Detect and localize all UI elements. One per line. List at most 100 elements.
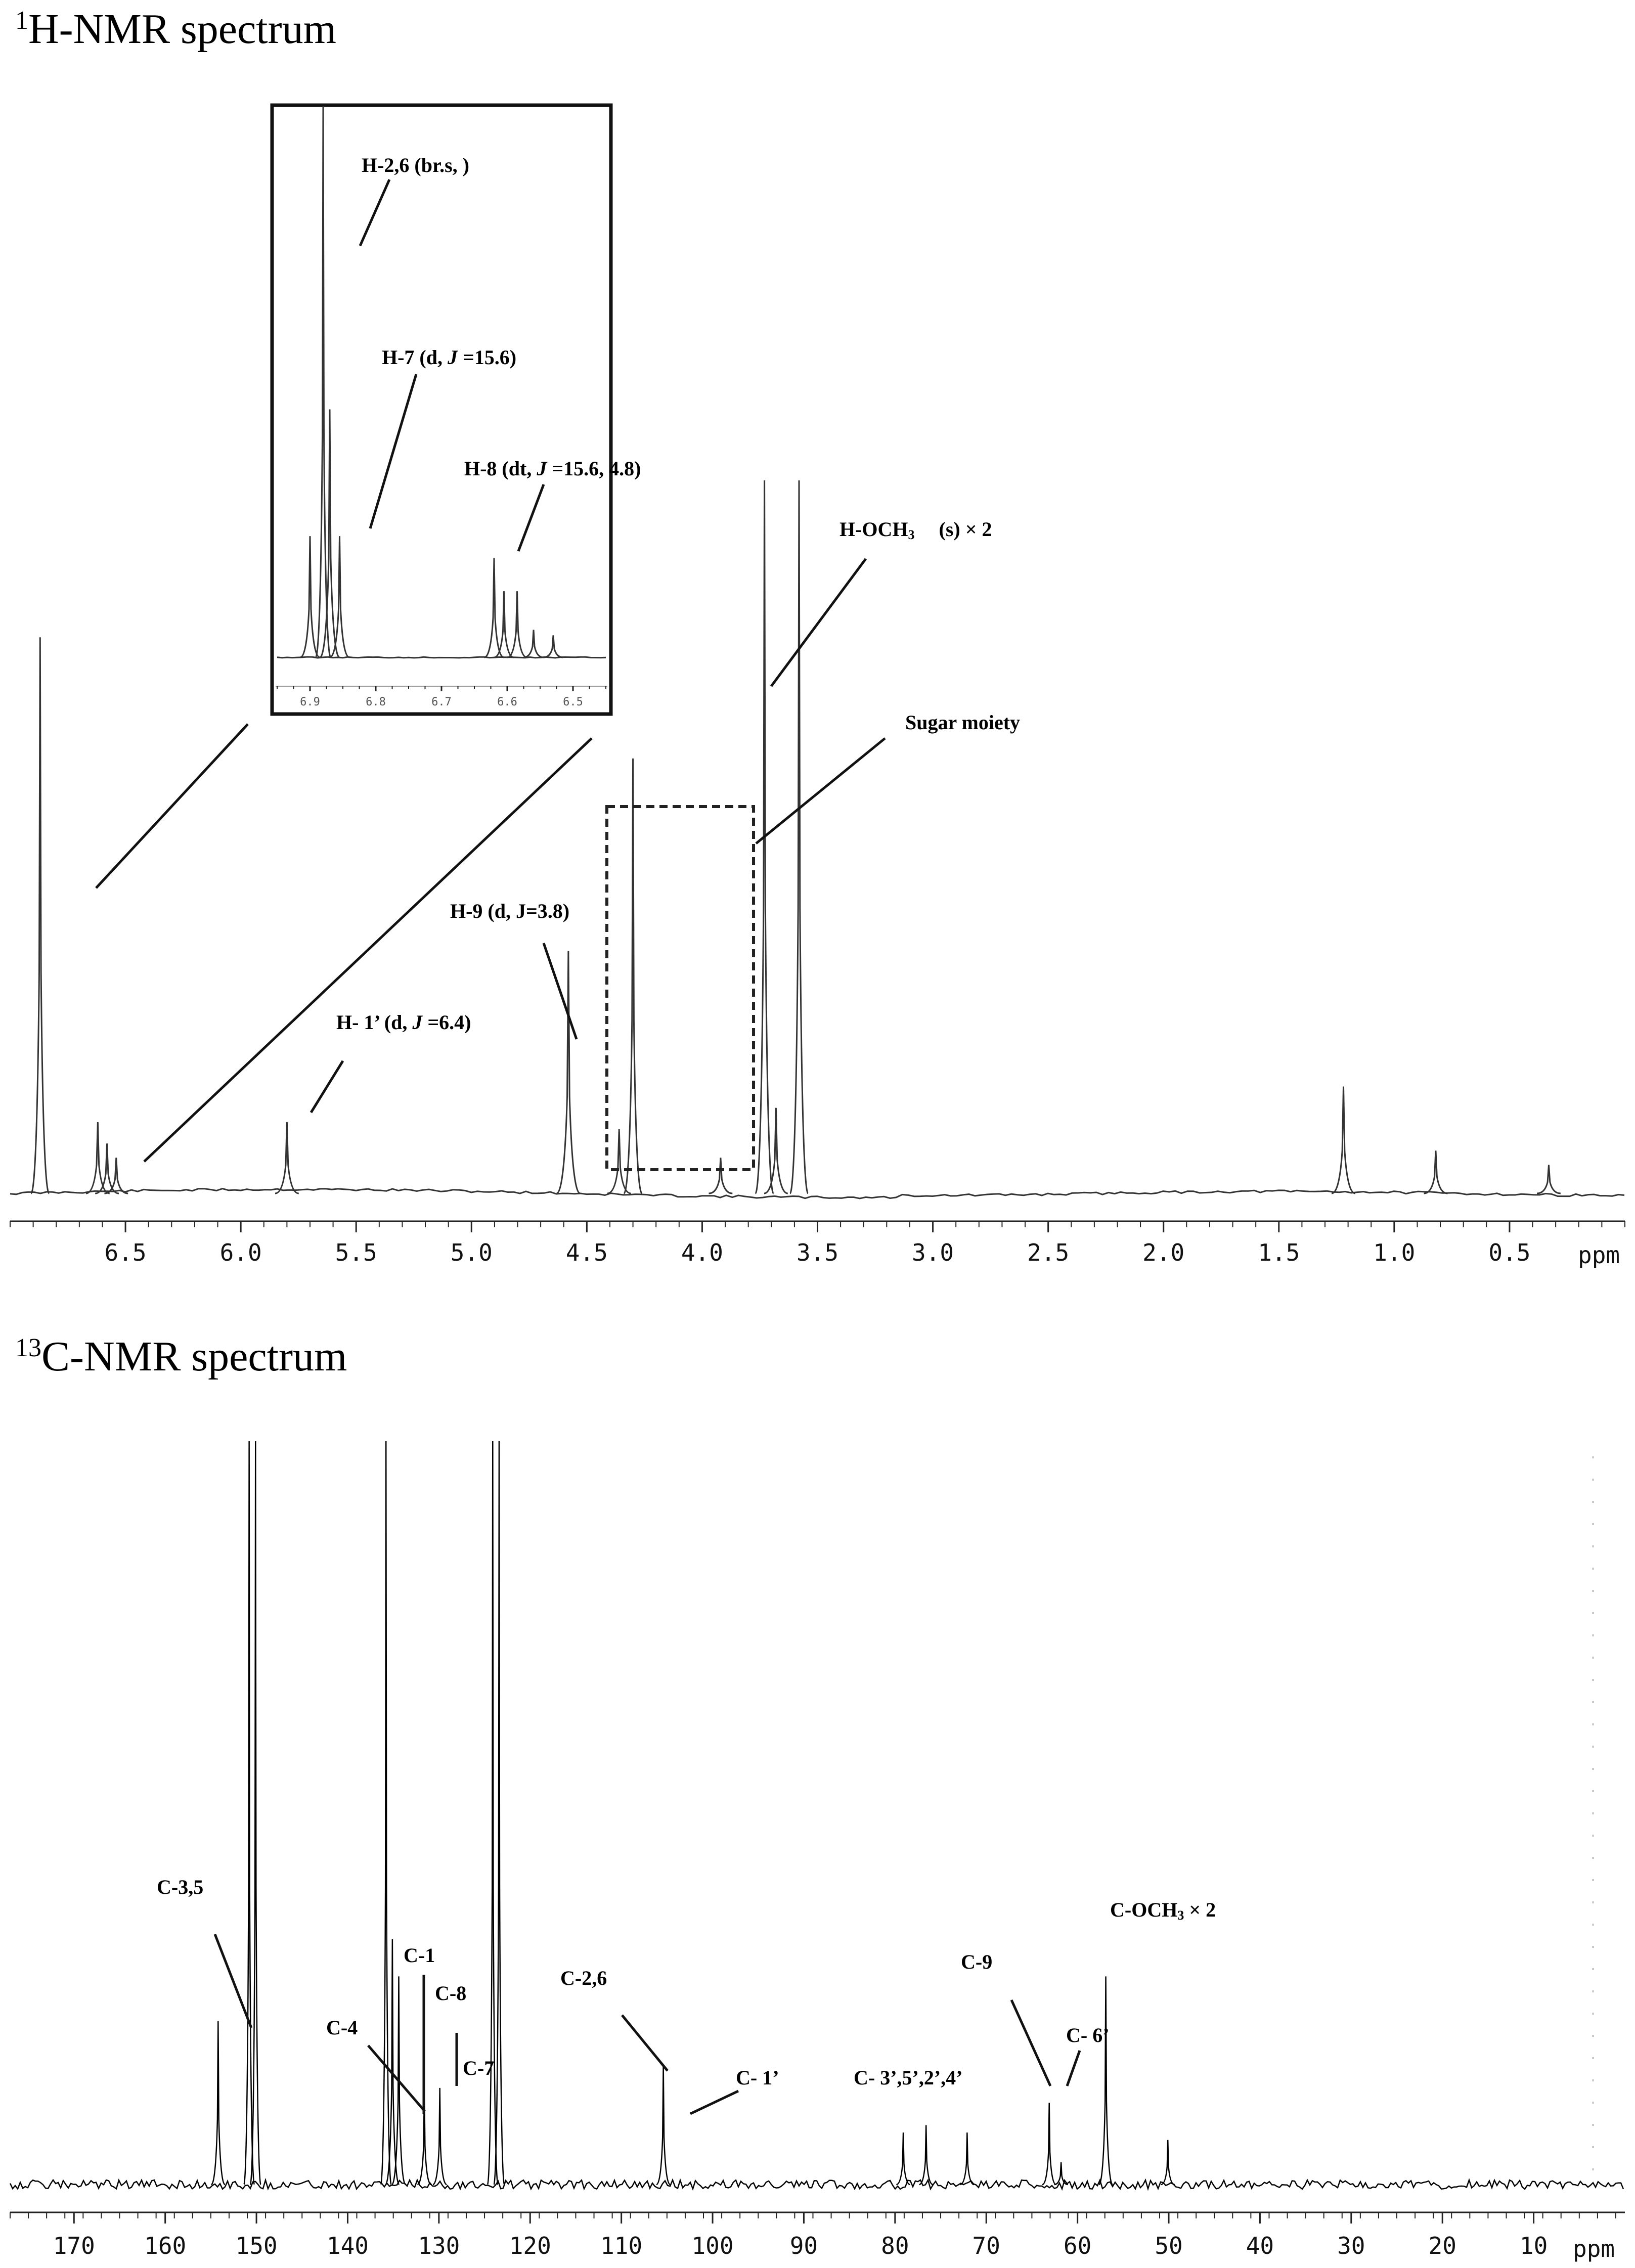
c-nmr-peak: [656, 2065, 671, 2186]
inset-tick-label: 6.7: [431, 696, 452, 708]
inset-peak: [543, 635, 563, 658]
inset-tick-label: 6.5: [563, 696, 583, 708]
c-nmr-peak: [211, 2021, 226, 2186]
c-nmr-panel: 13C-NMR spectrum 170 160 150 140 130 120 110 10…: [9, 1333, 1625, 2262]
h-nmr-tick-label: 1.5: [1258, 1239, 1300, 1266]
h-nmr-tick-label: 5.5: [335, 1239, 377, 1266]
h-nmr-peak: [1536, 1165, 1561, 1194]
c-nmr-peak: [385, 1939, 400, 2186]
inset-spectrum: [277, 106, 606, 659]
c-nmr-peak: [432, 2087, 447, 2186]
c-nmr-tick-label: 110: [600, 2232, 642, 2259]
h-nmr-peak: [607, 1129, 631, 1194]
c-nmr-peak: [919, 2125, 934, 2186]
h-nmr-tick-label: 2.5: [1027, 1239, 1069, 1266]
annotation-h-9: H-9 (d, J=3.8): [450, 900, 569, 922]
c-nmr-tick-label: 60: [1064, 2232, 1091, 2259]
c-nmr-tick-label: 50: [1155, 2232, 1182, 2259]
c-nmr-tick-label: 150: [236, 2232, 278, 2259]
inset-tick-label: 6.6: [497, 696, 517, 708]
sugar-moiety-box: [605, 805, 755, 1171]
c-nmr-tick-label: 70: [973, 2232, 1000, 2259]
inset-peak: [507, 591, 527, 658]
c-nmr-tick-label: 90: [790, 2232, 818, 2259]
c-nmr-peak: [1054, 2162, 1068, 2186]
leader-sugar-moiety: [755, 737, 886, 844]
c-nmr-x-label: ppm: [1573, 2235, 1615, 2262]
c-nmr-peak: [243, 1441, 255, 2186]
leader-h-9: [542, 943, 578, 1040]
c-nmr-tick-label: 100: [691, 2232, 733, 2259]
c-nmr-spectrum: [9, 1441, 1624, 2191]
zoom-connector-right: [143, 737, 593, 1163]
c-nmr-tick-label: 10: [1520, 2232, 1548, 2259]
h-nmr-panel: 1H-NMR spectrum 6.5 6.0 5.5 5.0 4.5 4.0 3.5 3.0…: [10, 6, 1625, 1269]
annotation-h-och3: H-OCH3 (s) × 2: [839, 518, 992, 542]
annotation-c-och3: C-OCH3 × 2: [1110, 1898, 1216, 1923]
leader-c-2-6: [621, 2014, 669, 2072]
leader-h-1prime: [310, 1060, 344, 1114]
zoom-connector-left: [95, 723, 249, 889]
c-nmr-peak: [1098, 1976, 1113, 2186]
leader-c-9: [1010, 1999, 1052, 2087]
inset-peak: [315, 106, 332, 658]
annotation-c-6prime: C- 6’: [1066, 2024, 1110, 2047]
h-nmr-peak: [275, 1122, 299, 1194]
h-nmr-tick-label: 6.0: [220, 1239, 262, 1266]
annotation-c-2-6: C-2,6: [560, 1967, 607, 1989]
c-nmr-tick-label: 80: [881, 2232, 909, 2259]
h-nmr-spectrum: [10, 480, 1625, 1199]
h-nmr-tick-label: 1.0: [1373, 1239, 1415, 1266]
c-nmr-tick-label: 160: [144, 2232, 186, 2259]
annotation-c-1prime: C- 1’: [736, 2066, 779, 2089]
inset-frame: [270, 103, 613, 716]
h-nmr-inset: 6.9 6.8 6.7 6.6 6.5 H-2,6 (br.s, ) H-7 (d, J…: [270, 103, 641, 716]
h-nmr-peak: [30, 637, 50, 1194]
annotation-c-4: C-4: [326, 2016, 358, 2039]
annotation-sugar-moiety: Sugar moiety: [905, 711, 1020, 734]
leader-h-och3: [770, 558, 867, 687]
annotation-h-8: H-8 (dt, J =15.6, 4.8): [464, 457, 641, 480]
leader-c-1prime: [689, 2089, 739, 2115]
c-nmr-peak: [1042, 2103, 1056, 2186]
annotation-c-7: C-7: [463, 2057, 494, 2079]
c-nmr-tick-label: 40: [1246, 2232, 1274, 2259]
h-nmr-peak: [789, 480, 809, 1194]
inset-tick-label: 6.8: [366, 696, 386, 708]
c-nmr-peak: [493, 1441, 505, 2186]
annotation-h-7: H-7 (d, J =15.6): [382, 346, 516, 369]
h-nmr-peak: [764, 1107, 788, 1194]
h-nmr-baseline: [10, 1187, 1625, 1199]
h-nmr-peak: [85, 1122, 110, 1194]
annotation-c-sugar: C- 3’,5’,2’,4’: [854, 2066, 963, 2089]
inset-x-ticks: 6.9 6.8 6.7 6.6 6.5: [277, 686, 606, 708]
leader-c-4: [367, 2044, 426, 2112]
h-nmr-tick-label: 4.0: [681, 1239, 723, 1266]
leader-c-6prime: [1066, 2050, 1081, 2086]
c-nmr-peak: [249, 1441, 262, 2186]
h-nmr-peak: [556, 951, 581, 1194]
c-nmr-peak: [960, 2132, 975, 2186]
inset-tick-label: 6.9: [300, 696, 320, 708]
c-nmr-peak: [896, 2132, 911, 2186]
h-nmr-peak: [104, 1158, 128, 1194]
annotation-h-2-6: H-2,6 (br.s, ): [362, 154, 469, 176]
c-nmr-peak: [380, 1441, 392, 2186]
h-nmr-tick-label: 5.0: [451, 1239, 493, 1266]
c-nmr-tick-label: 30: [1337, 2232, 1365, 2259]
c-nmr-tick-label: 170: [53, 2232, 95, 2259]
h-nmr-tick-label: 4.5: [566, 1239, 608, 1266]
h-nmr-tick-label: 0.5: [1488, 1239, 1530, 1266]
h-nmr-peak: [1331, 1086, 1356, 1194]
c-nmr-tick-label: 120: [509, 2232, 551, 2259]
h-nmr-tick-label: 3.5: [797, 1239, 838, 1266]
c-nmr-tick-label: 20: [1429, 2232, 1456, 2259]
leader-h-7: [369, 374, 418, 529]
inset-peak: [494, 591, 514, 658]
leader-c-3-5: [213, 1934, 253, 2028]
h-nmr-tick-label: 3.0: [912, 1239, 954, 1266]
c-nmr-baseline: [9, 2177, 1624, 2191]
h-nmr-peak: [95, 1143, 119, 1194]
h-nmr-peak: [709, 1158, 733, 1194]
